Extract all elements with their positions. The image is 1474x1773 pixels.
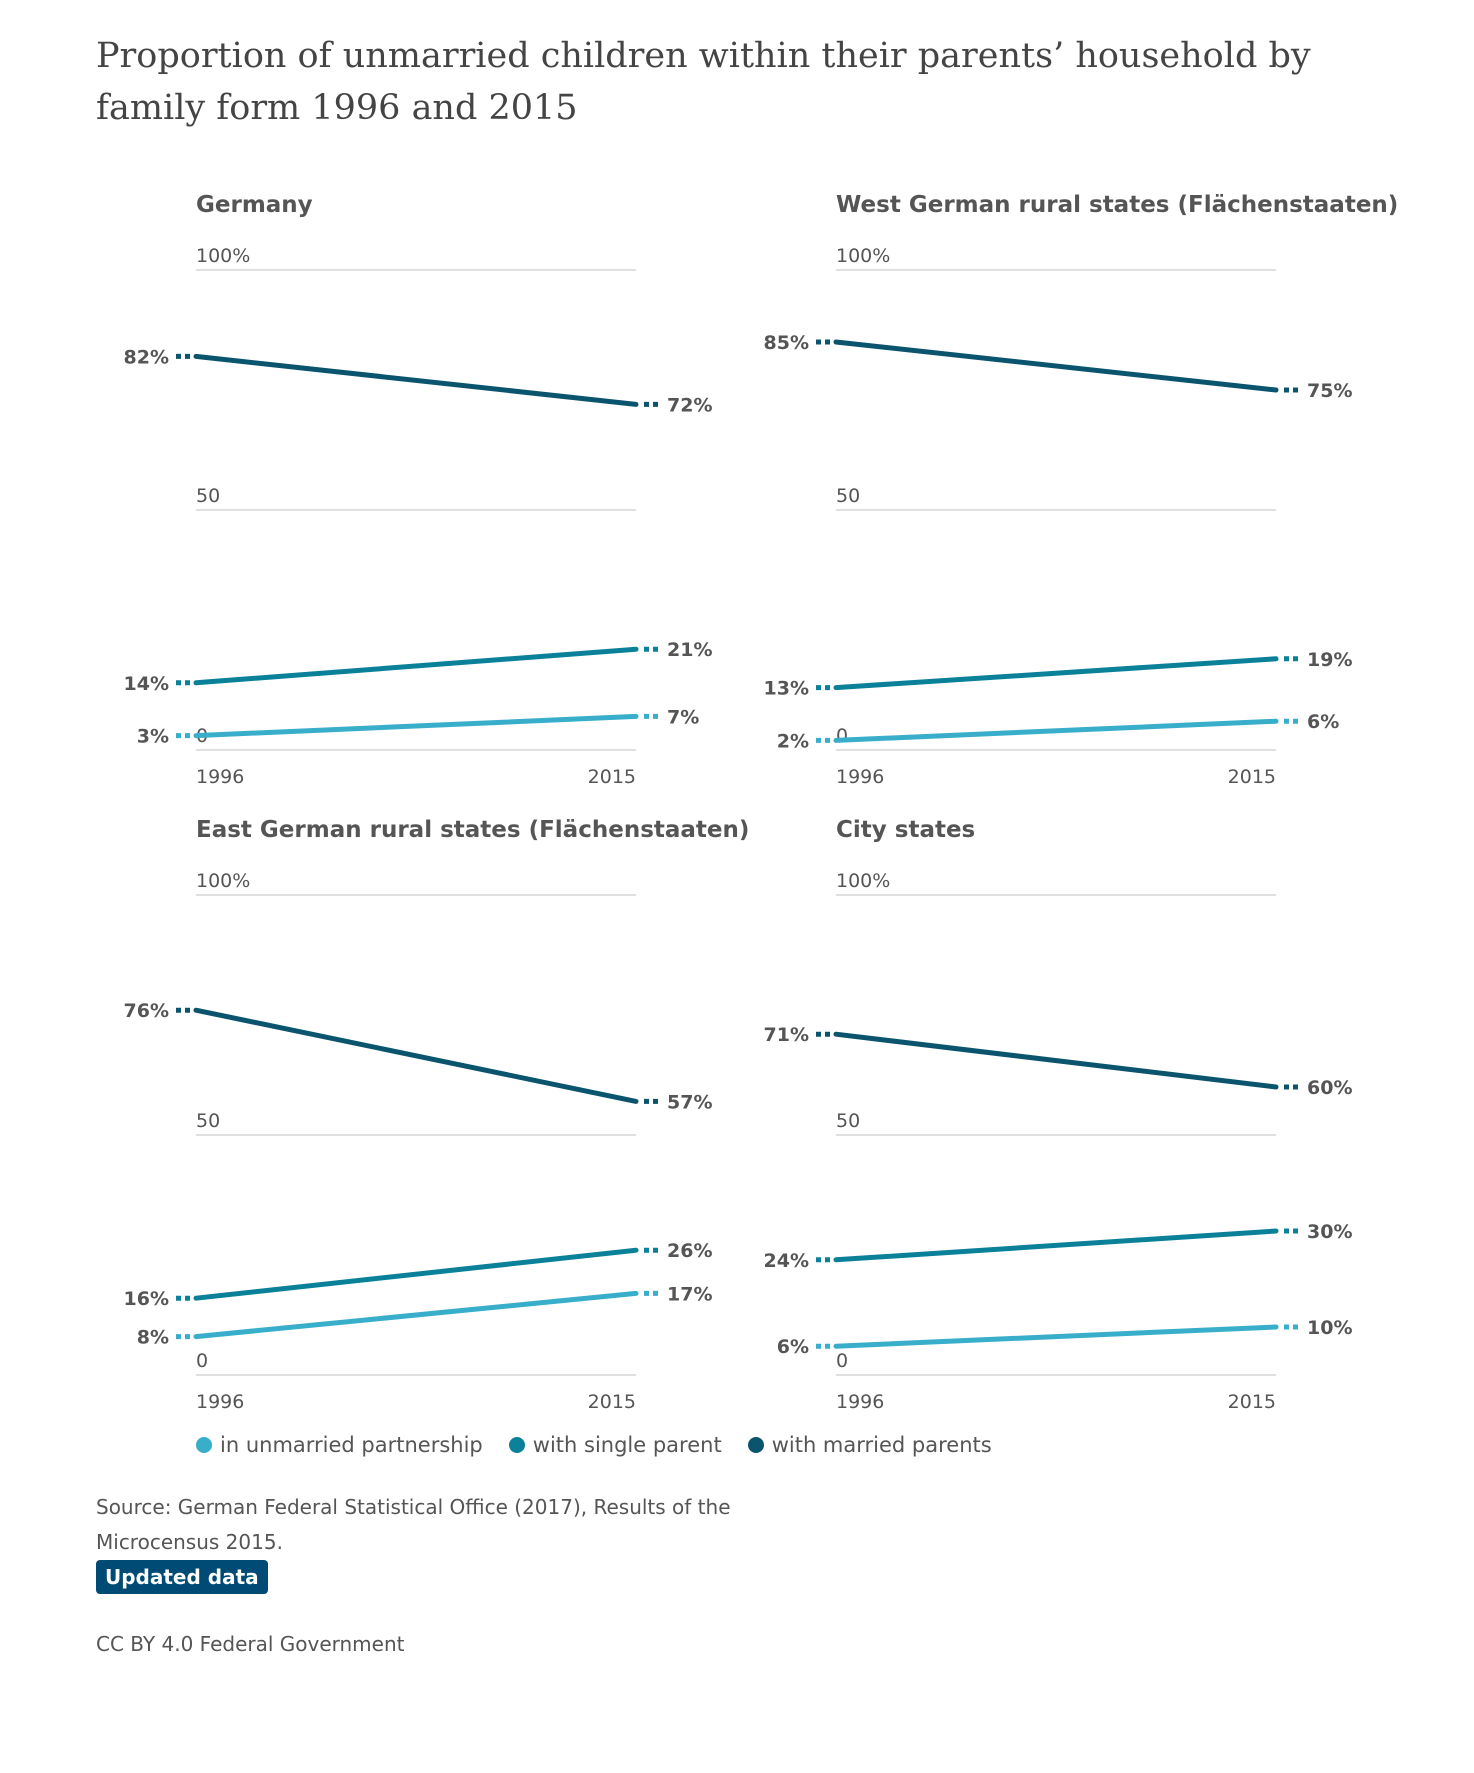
series-line-with-married-parents xyxy=(833,1031,1279,1090)
source-note: Source: German Federal Statistical Offic… xyxy=(96,1495,731,1554)
data-label-start: 6% xyxy=(777,1336,809,1358)
series-line-in-unmarried-partnership xyxy=(833,718,1279,743)
data-label-start: 76% xyxy=(124,1000,169,1022)
legend-label-single: with single parent xyxy=(532,1433,722,1457)
series-line-in-unmarried-partnership xyxy=(193,713,639,739)
y-tick-label: 100% xyxy=(196,245,250,267)
panel-title: East German rural states (Flächenstaaten… xyxy=(196,817,749,843)
panel-title: Germany xyxy=(196,192,313,218)
x-tick-label: 2015 xyxy=(588,1391,636,1413)
legend-label-married: with married parents xyxy=(771,1433,992,1457)
data-label-start: 3% xyxy=(137,726,169,748)
legend-item-married: with married parents xyxy=(747,1433,992,1457)
data-label-start: 24% xyxy=(764,1250,809,1272)
x-tick-label: 1996 xyxy=(196,1391,244,1413)
data-label-end: 10% xyxy=(1307,1317,1352,1339)
x-tick-label: 1996 xyxy=(196,766,244,788)
series-line-in-unmarried-partnership xyxy=(833,1324,1279,1349)
series-line-with-single-parent xyxy=(193,646,639,686)
y-tick-label: 100% xyxy=(836,870,890,892)
y-tick-label: 100% xyxy=(836,245,890,267)
y-tick-label: 100% xyxy=(196,870,250,892)
x-tick-label: 2015 xyxy=(1228,766,1276,788)
data-label-end: 75% xyxy=(1307,380,1352,402)
data-label-start: 71% xyxy=(764,1024,809,1046)
y-tick-label: 50 xyxy=(836,485,860,507)
data-label-end: 17% xyxy=(667,1283,712,1305)
data-label-start: 85% xyxy=(764,332,809,354)
legend-marker-single xyxy=(508,1437,525,1453)
data-label-start: 16% xyxy=(124,1288,169,1310)
legend: in unmarried partnership with single par… xyxy=(196,1430,992,1460)
x-tick-label: 2015 xyxy=(588,766,636,788)
chart-title: Proportion of unmarried children within … xyxy=(96,36,1311,128)
series-line-with-married-parents xyxy=(193,1007,639,1104)
legend-item-single: with single parent xyxy=(508,1433,722,1457)
data-label-start: 14% xyxy=(124,673,169,695)
data-label-start: 82% xyxy=(124,346,169,368)
legend-item-unmarried: in unmarried partnership xyxy=(196,1433,483,1457)
y-tick-label: 50 xyxy=(196,485,220,507)
data-label-end: 60% xyxy=(1307,1077,1352,1099)
legend-marker-married xyxy=(747,1437,764,1453)
data-label-start: 8% xyxy=(137,1327,169,1349)
data-label-end: 72% xyxy=(667,394,712,416)
data-label-start: 13% xyxy=(764,678,809,700)
y-tick-label: 50 xyxy=(836,1110,860,1132)
data-label-start: 2% xyxy=(777,730,809,752)
data-label-end: 19% xyxy=(1307,649,1352,671)
updated-data-badge[interactable]: Updated data xyxy=(96,1560,268,1594)
panel-title: West German rural states (Flächenstaaten… xyxy=(836,192,1398,218)
series-line-with-married-parents xyxy=(193,353,639,407)
series-line-in-unmarried-partnership xyxy=(193,1290,639,1340)
series-line-with-single-parent xyxy=(193,1247,639,1301)
y-tick-label: 0 xyxy=(836,1350,848,1372)
series-line-with-single-parent xyxy=(833,1228,1279,1263)
data-label-end: 6% xyxy=(1307,711,1339,733)
series-line-with-single-parent xyxy=(833,656,1279,691)
data-label-end: 26% xyxy=(667,1240,712,1262)
small-multiples-charts: Germany 0 50 100% 1996 2015 82% 72% 14% 21% 3% 7% We… xyxy=(124,192,1399,1413)
data-label-end: 21% xyxy=(667,639,712,661)
series-line-with-married-parents xyxy=(833,339,1279,393)
y-tick-label: 0 xyxy=(836,725,848,747)
legend-marker-unmarried xyxy=(196,1437,212,1453)
x-tick-label: 1996 xyxy=(836,766,884,788)
y-tick-label: 0 xyxy=(196,1350,208,1372)
x-tick-label: 1996 xyxy=(836,1391,884,1413)
x-tick-label: 2015 xyxy=(1228,1391,1276,1413)
panel-title: City states xyxy=(836,817,975,843)
data-label-end: 57% xyxy=(667,1091,712,1113)
data-label-end: 7% xyxy=(667,706,699,728)
y-tick-label: 50 xyxy=(196,1110,220,1132)
license-note: CC BY 4.0 Federal Government xyxy=(96,1632,405,1656)
data-label-end: 30% xyxy=(1307,1221,1352,1243)
legend-label-unmarried: in unmarried partnership xyxy=(220,1433,483,1457)
